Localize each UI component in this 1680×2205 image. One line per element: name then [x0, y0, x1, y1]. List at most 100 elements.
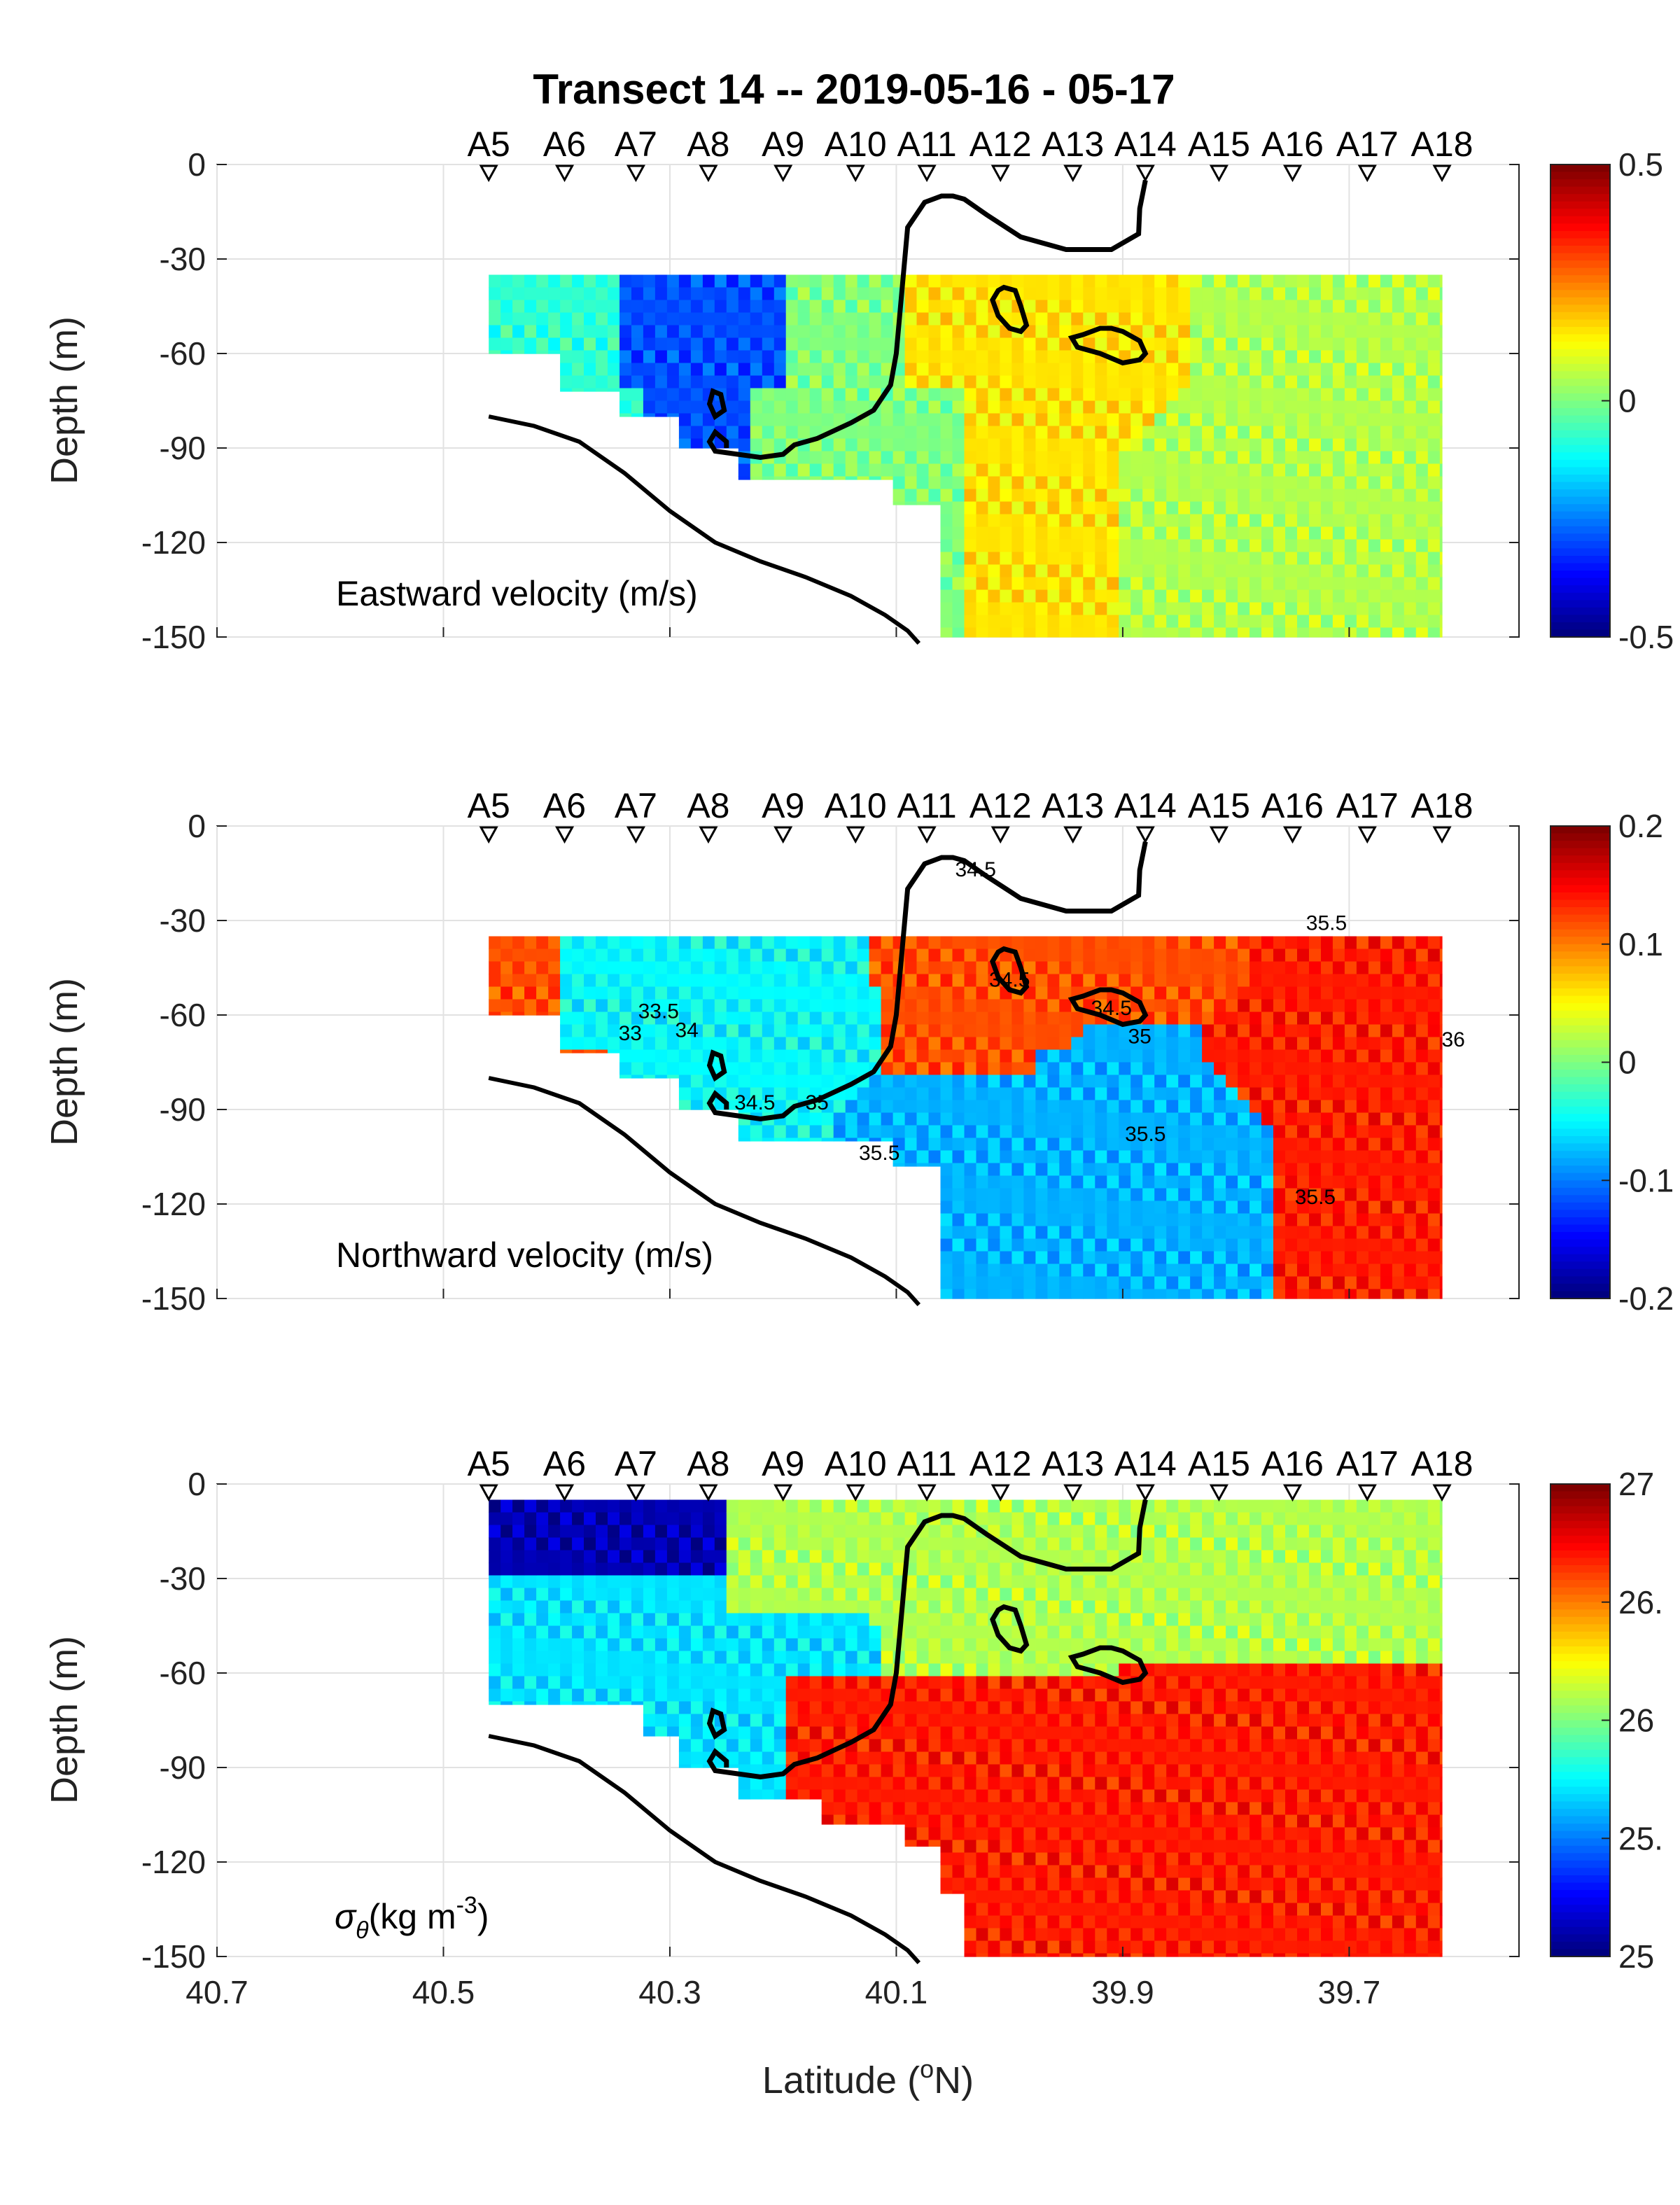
heatmap-cell: [750, 1726, 763, 1740]
heatmap-cell: [1273, 526, 1286, 540]
heatmap-cell: [1000, 961, 1012, 975]
heatmap-cell: [1202, 1100, 1214, 1114]
heatmap-cell: [1297, 287, 1310, 301]
heatmap-cell: [940, 312, 953, 326]
heatmap-cell: [608, 1613, 620, 1627]
heatmap-cell: [1250, 1289, 1262, 1299]
heatmap-cell: [1392, 1213, 1405, 1227]
heatmap-cell: [584, 1625, 596, 1639]
heatmap-cell: [1392, 1074, 1405, 1088]
heatmap-cell: [536, 350, 549, 354]
heatmap-cell: [952, 1739, 965, 1753]
heatmap-cell: [928, 1550, 941, 1564]
heatmap-cell: [1356, 552, 1369, 566]
heatmap-cell: [940, 1062, 953, 1076]
panel-1-x-ticks: [216, 627, 1350, 637]
heatmap-cell: [940, 489, 953, 503]
heatmap-cell: [1415, 948, 1429, 962]
heatmap-cell: [702, 274, 715, 288]
heatmap-cell: [1273, 1037, 1286, 1051]
heatmap-cell: [1154, 602, 1167, 616]
heatmap-cell: [1332, 1024, 1345, 1038]
heatmap-cell: [892, 1777, 906, 1791]
heatmap-cell: [1380, 476, 1393, 490]
heatmap-cell: [1023, 1789, 1036, 1803]
station-label: A7: [615, 125, 657, 164]
heatmap-cell: [1166, 1264, 1179, 1278]
heatmap-cell: [1261, 1175, 1274, 1189]
heatmap-cell: [881, 1789, 894, 1803]
heatmap-cell: [833, 1512, 846, 1526]
heatmap-cell: [1047, 438, 1060, 452]
heatmap-cell: [1083, 1226, 1096, 1240]
heatmap-cell: [1083, 1125, 1096, 1139]
heatmap-cell: [940, 1537, 953, 1551]
heatmap-cell: [1439, 514, 1443, 528]
colorbar-swatch: [1550, 519, 1610, 527]
heatmap-cell: [833, 1011, 846, 1026]
heatmap-cell: [548, 312, 561, 326]
heatmap-cell: [1000, 564, 1012, 578]
colorbar-swatch: [1550, 415, 1610, 424]
heatmap-cell: [1178, 1112, 1191, 1126]
heatmap-cell: [1404, 1112, 1417, 1126]
heatmap-cell: [1202, 974, 1214, 988]
heatmap-cell: [702, 287, 715, 301]
heatmap-cell: [1321, 615, 1334, 629]
heatmap-cell: [1427, 514, 1441, 528]
heatmap-cell: [1404, 1289, 1417, 1299]
heatmap-cell: [1000, 1074, 1012, 1088]
heatmap-cell: [845, 1062, 858, 1076]
heatmap-cell: [678, 1575, 692, 1589]
heatmap-cell: [904, 350, 918, 364]
heatmap-cell: [1427, 1213, 1441, 1227]
heatmap-cell: [1035, 1100, 1048, 1114]
heatmap-cell: [1023, 1037, 1036, 1051]
y-tick-label: -30: [160, 241, 206, 277]
heatmap-cell: [1415, 1213, 1429, 1227]
heatmap-cell: [1107, 936, 1119, 950]
heatmap-cell: [881, 337, 894, 351]
heatmap-cell: [892, 489, 906, 503]
heatmap-cell: [809, 274, 822, 288]
heatmap-cell: [1250, 388, 1262, 402]
heatmap-cell: [1059, 388, 1072, 402]
heatmap-cell: [1321, 1049, 1334, 1063]
heatmap-cell: [1202, 936, 1214, 950]
heatmap-cell: [1095, 974, 1107, 988]
heatmap-cell: [1011, 627, 1024, 638]
heatmap-cell: [857, 1802, 870, 1816]
heatmap-cell: [1415, 1264, 1429, 1278]
heatmap-cell: [500, 1676, 513, 1690]
heatmap-cell: [785, 1138, 799, 1142]
heatmap-cell: [1154, 1163, 1167, 1177]
heatmap-cell: [690, 1600, 704, 1614]
heatmap-cell: [524, 1588, 537, 1602]
heatmap-cell: [1214, 489, 1226, 503]
heatmap-cell: [1011, 1188, 1024, 1202]
heatmap-cell: [821, 451, 834, 465]
heatmap-cell: [1380, 463, 1393, 477]
heatmap-cell: [1321, 552, 1334, 566]
heatmap-cell: [1392, 1200, 1405, 1214]
heatmap-cell: [1261, 350, 1274, 364]
heatmap-cell: [512, 1512, 525, 1526]
heatmap-cell: [976, 400, 989, 414]
heatmap-cell: [952, 1562, 965, 1576]
heatmap-cell: [964, 1840, 977, 1854]
heatmap-cell: [1166, 312, 1179, 326]
heatmap-cell: [584, 337, 596, 351]
heatmap-cell: [964, 589, 977, 603]
heatmap-cell: [785, 974, 799, 988]
heatmap-cell: [1023, 1525, 1036, 1539]
heatmap-cell: [1047, 426, 1060, 440]
heatmap-cell: [1439, 589, 1443, 603]
heatmap-cell: [738, 1100, 751, 1114]
heatmap-cell: [678, 1062, 692, 1076]
heatmap-cell: [1166, 476, 1179, 490]
heatmap-cell: [1190, 1138, 1203, 1152]
heatmap-cell: [1119, 312, 1131, 326]
heatmap-cell: [1000, 577, 1012, 591]
heatmap-cell: [1166, 615, 1179, 629]
heatmap-cell: [1380, 1150, 1393, 1164]
